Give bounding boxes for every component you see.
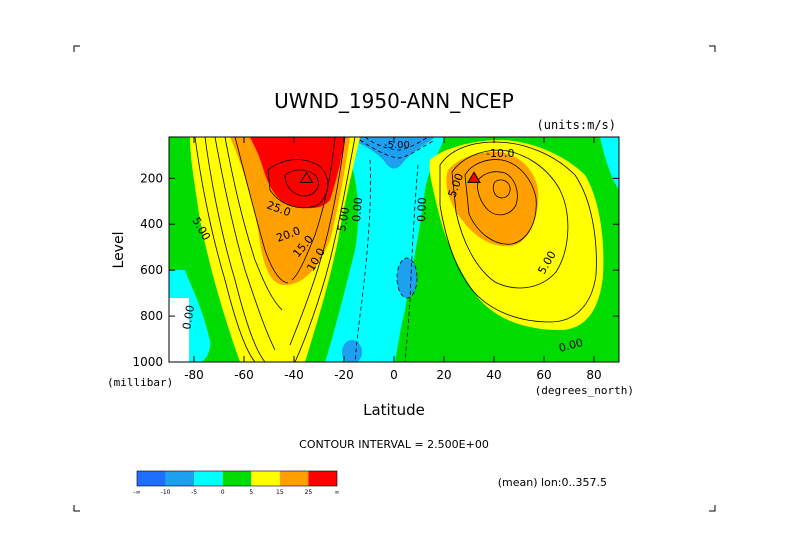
jet-maxima xyxy=(299,171,481,183)
y-tick-label: 1000 xyxy=(132,355,163,369)
y-tick-label: 200 xyxy=(140,171,163,185)
contour-plot-area xyxy=(169,137,619,362)
contour-interval: CONTOUR INTERVAL = 2.500E+00 xyxy=(299,438,489,451)
region-south-tropics-blob xyxy=(342,340,362,362)
contour-label: 0.00 xyxy=(415,197,429,222)
colorbar-swatch xyxy=(308,471,337,486)
x-tick-label: 40 xyxy=(486,368,501,382)
y-tick-label: 400 xyxy=(140,217,163,231)
x-tick-label: 0 xyxy=(390,368,398,382)
x-units: (degrees_north) xyxy=(535,384,634,397)
x-tick-label: -20 xyxy=(334,368,354,382)
chart-title: UWND_1950-ANN_NCEP xyxy=(274,89,514,113)
x-tick-label: 80 xyxy=(586,368,601,382)
colorbar-swatch xyxy=(194,471,223,486)
y-units: (millibar) xyxy=(107,376,173,389)
y-tick-label: 800 xyxy=(140,309,163,323)
contour-label: -10.0 xyxy=(486,147,514,160)
x-tick-label: -80 xyxy=(184,368,204,382)
colorbar-label: 5 xyxy=(249,489,253,496)
x-tick-label: -40 xyxy=(284,368,304,382)
colorbar-label: ∞ xyxy=(335,489,340,496)
colorbar-swatch xyxy=(279,471,309,486)
colorbar-swatch xyxy=(222,471,252,486)
contour-lines xyxy=(194,137,597,362)
y-axis-title: Level xyxy=(111,232,127,269)
region-tropical-easterlies xyxy=(325,137,445,362)
contour-label: 5.00 xyxy=(335,206,352,232)
colorbar-label: -∞ xyxy=(133,489,140,496)
x-axis: -80 -60 -40 -20 0 20 40 60 80 xyxy=(184,137,602,382)
colorbar-label: -5 xyxy=(191,489,197,496)
x-tick-label: -60 xyxy=(234,368,254,382)
mean-note: (mean) lon:0..357.5 xyxy=(498,476,607,489)
negative-contours xyxy=(354,137,436,362)
nh-jet-orange xyxy=(446,151,539,247)
contour-label: 0.00 xyxy=(350,197,365,223)
units-note: (units:m/s) xyxy=(537,118,616,132)
x-tick-label: 20 xyxy=(436,368,451,382)
colorbar-label: -10 xyxy=(161,489,171,496)
sh-jet-red xyxy=(250,137,345,209)
colorbar-frame xyxy=(136,470,338,487)
contour-label: 0.00 xyxy=(557,336,584,355)
contour-label: -5.00 xyxy=(384,140,410,151)
colorbar-swatch xyxy=(251,471,280,486)
colorbar: -∞ -10 -5 0 5 15 25 ∞ xyxy=(133,470,340,496)
colorbar-swatch xyxy=(137,471,166,486)
region-south-polar-missing xyxy=(169,298,189,362)
contour-label: 0.00 xyxy=(180,304,197,330)
x-tick-label: 60 xyxy=(536,368,551,382)
jet-max-marker xyxy=(299,171,314,183)
y-axis: 200 400 600 800 1000 xyxy=(132,171,619,369)
y-tick-label: 600 xyxy=(140,263,163,277)
colorbar-label: 25 xyxy=(305,489,313,496)
colorbar-label: 15 xyxy=(276,489,284,496)
crop-marks xyxy=(73,45,716,512)
region-north-polar-cyan xyxy=(600,137,619,190)
colorbar-label: 0 xyxy=(221,489,225,496)
jet-max-marker xyxy=(467,171,481,183)
colorbar-swatch xyxy=(165,471,195,486)
x-axis-title: Latitude xyxy=(363,401,425,419)
region-equatorial-blob xyxy=(397,258,417,298)
